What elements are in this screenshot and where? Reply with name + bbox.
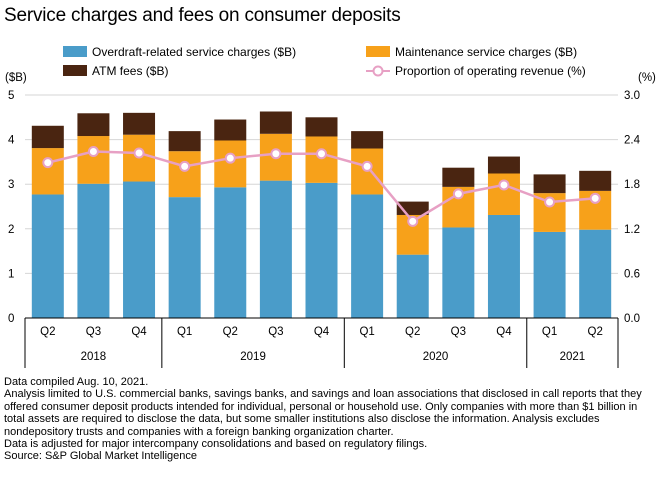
bar-segment-0 bbox=[579, 229, 612, 318]
note-scope: Analysis limited to U.S. commercial bank… bbox=[4, 388, 642, 438]
bar-segment-0 bbox=[351, 194, 384, 318]
x-tick-label: Q2 bbox=[223, 326, 238, 338]
line-point bbox=[452, 188, 464, 200]
bar-segment-2 bbox=[579, 170, 612, 191]
chart-title: Service charges and fees on consumer dep… bbox=[4, 5, 401, 26]
x-tick-label: Q2 bbox=[405, 326, 420, 338]
bar-segment-2 bbox=[305, 117, 338, 137]
line-point bbox=[224, 152, 236, 164]
note-adjusted: Data is adjusted for major intercompany … bbox=[4, 438, 428, 451]
right-tick-label: 0.0 bbox=[624, 313, 640, 325]
line-point bbox=[87, 145, 99, 157]
bar-segment-0 bbox=[168, 197, 201, 318]
legend: Overdraft-related service charges ($B) Ma… bbox=[63, 45, 586, 78]
line-series bbox=[42, 145, 601, 227]
x-tick-label: Q4 bbox=[496, 326, 512, 338]
left-tick-label: 4 bbox=[8, 135, 15, 147]
year-label: 2018 bbox=[81, 351, 107, 363]
bar-segment-2 bbox=[214, 119, 247, 141]
bar-segment-0 bbox=[31, 194, 64, 318]
x-tick-label: Q1 bbox=[359, 326, 374, 338]
year-label: 2020 bbox=[423, 351, 449, 363]
left-tick-label: 5 bbox=[8, 90, 14, 102]
left-tick-label: 2 bbox=[8, 224, 14, 236]
legend-swatch-0 bbox=[63, 46, 87, 57]
x-tick-label: Q1 bbox=[542, 326, 557, 338]
legend-swatch-2 bbox=[63, 65, 87, 76]
axis-labels: ($B) (%) 0 1 2 3 4 5 0.0 0.6 1.2 1.8 2.4 3.0 bbox=[5, 72, 656, 325]
bar-segment-0 bbox=[214, 187, 247, 318]
x-tick-label: Q1 bbox=[177, 326, 192, 338]
bar-segment-2 bbox=[31, 125, 64, 149]
left-tick-label: 3 bbox=[8, 179, 14, 191]
line-point bbox=[42, 157, 54, 169]
bar-segment-2 bbox=[487, 156, 520, 174]
bars bbox=[31, 111, 612, 318]
right-axis-unit: (%) bbox=[638, 72, 656, 84]
year-label: 2021 bbox=[560, 351, 586, 363]
bar-segment-2 bbox=[259, 111, 292, 134]
line-point bbox=[407, 215, 419, 227]
legend-label-1: Maintenance service charges ($B) bbox=[395, 45, 577, 59]
bar-segment-0 bbox=[305, 182, 338, 318]
bar-segment-0 bbox=[442, 227, 475, 318]
line-point bbox=[270, 148, 282, 160]
bar-segment-0 bbox=[487, 214, 520, 318]
bar-segment-1 bbox=[77, 136, 110, 184]
bar-segment-0 bbox=[533, 231, 566, 318]
legend-marker bbox=[372, 65, 384, 77]
line-point bbox=[179, 160, 191, 172]
x-tick-label: Q3 bbox=[86, 326, 101, 338]
line-point bbox=[316, 148, 327, 160]
bar-segment-2 bbox=[123, 112, 156, 135]
legend-label-3: Proportion of operating revenue (%) bbox=[395, 64, 586, 78]
footnotes: Data compiled Aug. 10, 2021. Analysis li… bbox=[4, 376, 656, 463]
x-tick-label: Q4 bbox=[131, 326, 147, 338]
left-axis-unit: ($B) bbox=[5, 72, 27, 84]
bar-segment-2 bbox=[351, 131, 384, 149]
source-note: Source: S&P Global Market Intelligence bbox=[4, 450, 198, 463]
line-point bbox=[498, 179, 510, 191]
legend-label-0: Overdraft-related service charges ($B) bbox=[92, 45, 296, 59]
line-point bbox=[133, 147, 145, 159]
bar-segment-1 bbox=[31, 148, 64, 195]
right-tick-label: 1.8 bbox=[624, 179, 640, 191]
year-label: 2019 bbox=[240, 351, 266, 363]
x-tick-label: Q2 bbox=[588, 326, 603, 338]
bar-segment-1 bbox=[305, 136, 338, 183]
x-tick-label: Q2 bbox=[40, 326, 55, 338]
bar-segment-2 bbox=[168, 131, 201, 152]
right-tick-label: 2.4 bbox=[624, 135, 641, 147]
bar-segment-1 bbox=[168, 151, 201, 198]
bar-segment-2 bbox=[533, 174, 566, 194]
x-tick-label: Q3 bbox=[268, 326, 283, 338]
legend-label-2: ATM fees ($B) bbox=[92, 64, 168, 78]
bar-segment-0 bbox=[396, 254, 429, 318]
bar-segment-2 bbox=[77, 113, 110, 137]
right-tick-label: 0.6 bbox=[624, 268, 640, 280]
bar-segment-1 bbox=[214, 140, 247, 188]
note-compiled: Data compiled Aug. 10, 2021. bbox=[4, 376, 149, 388]
bar-segment-0 bbox=[77, 183, 110, 318]
line-point bbox=[544, 196, 556, 208]
right-tick-label: 1.2 bbox=[624, 224, 640, 236]
x-tick-label: Q3 bbox=[451, 326, 466, 338]
bar-segment-0 bbox=[259, 180, 292, 318]
x-axis: Q2 Q3 Q4 Q1 Q2 Q3 Q4 Q1 Q2 Q3 Q4 Q1 Q2 2018 2019 2020 20… bbox=[24, 317, 619, 368]
left-tick-label: 0 bbox=[8, 313, 14, 325]
legend-swatch-1 bbox=[366, 46, 390, 57]
right-tick-label: 3.0 bbox=[624, 90, 640, 102]
bar-segment-0 bbox=[123, 181, 156, 318]
line-point bbox=[361, 160, 373, 172]
line-point bbox=[589, 192, 601, 204]
x-tick-label: Q4 bbox=[314, 326, 330, 338]
chart: Overdraft-related service charges ($B) Ma… bbox=[5, 45, 656, 368]
left-tick-label: 1 bbox=[8, 268, 14, 280]
bar-segment-2 bbox=[442, 167, 475, 187]
